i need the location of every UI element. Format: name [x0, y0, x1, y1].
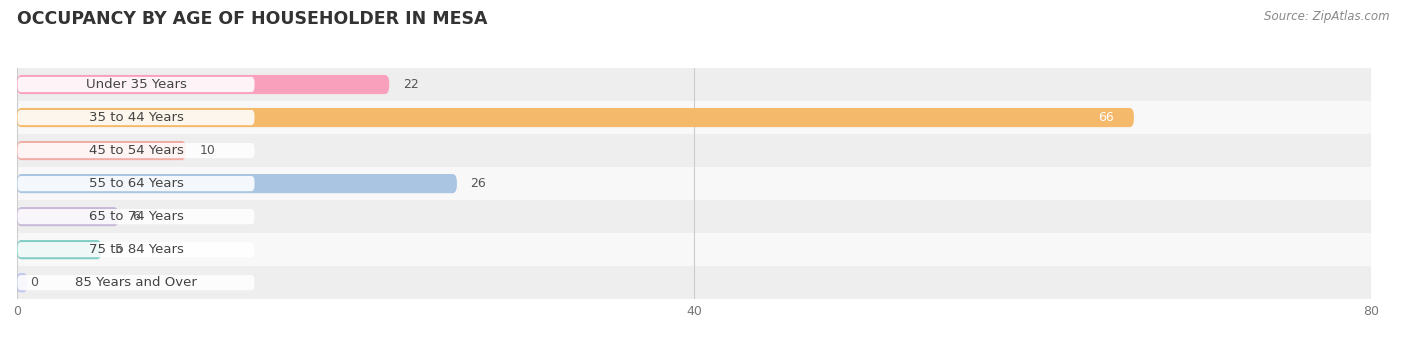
Bar	[0, 266, 1371, 299]
Text: 85 Years and Over: 85 Years and Over	[75, 276, 197, 289]
Text: 66: 66	[1098, 111, 1114, 124]
FancyBboxPatch shape	[17, 273, 27, 292]
Text: Under 35 Years: Under 35 Years	[86, 78, 187, 91]
FancyBboxPatch shape	[17, 240, 101, 259]
Text: OCCUPANCY BY AGE OF HOUSEHOLDER IN MESA: OCCUPANCY BY AGE OF HOUSEHOLDER IN MESA	[17, 10, 488, 28]
Text: Source: ZipAtlas.com: Source: ZipAtlas.com	[1264, 10, 1389, 23]
FancyBboxPatch shape	[17, 275, 254, 290]
Bar	[0, 68, 1371, 101]
Text: 35 to 44 Years: 35 to 44 Years	[89, 111, 183, 124]
FancyBboxPatch shape	[17, 108, 1133, 127]
Text: 55 to 64 Years: 55 to 64 Years	[89, 177, 183, 190]
Text: 45 to 54 Years: 45 to 54 Years	[89, 144, 183, 157]
Bar	[0, 233, 1371, 266]
Bar	[0, 200, 1371, 233]
Text: 22: 22	[402, 78, 419, 91]
Bar	[0, 167, 1371, 200]
FancyBboxPatch shape	[17, 110, 254, 125]
FancyBboxPatch shape	[17, 176, 254, 191]
Bar	[0, 101, 1371, 134]
FancyBboxPatch shape	[17, 209, 254, 224]
FancyBboxPatch shape	[17, 141, 186, 160]
Text: 10: 10	[200, 144, 215, 157]
FancyBboxPatch shape	[17, 77, 254, 92]
FancyBboxPatch shape	[17, 174, 457, 193]
FancyBboxPatch shape	[17, 143, 254, 158]
Bar	[0, 134, 1371, 167]
Text: 75 to 84 Years: 75 to 84 Years	[89, 243, 183, 256]
FancyBboxPatch shape	[17, 242, 254, 257]
FancyBboxPatch shape	[17, 75, 389, 94]
Text: 6: 6	[132, 210, 139, 223]
Text: 65 to 74 Years: 65 to 74 Years	[89, 210, 183, 223]
Text: 0: 0	[31, 276, 38, 289]
Text: 5: 5	[115, 243, 124, 256]
Text: 26: 26	[471, 177, 486, 190]
FancyBboxPatch shape	[17, 207, 118, 226]
